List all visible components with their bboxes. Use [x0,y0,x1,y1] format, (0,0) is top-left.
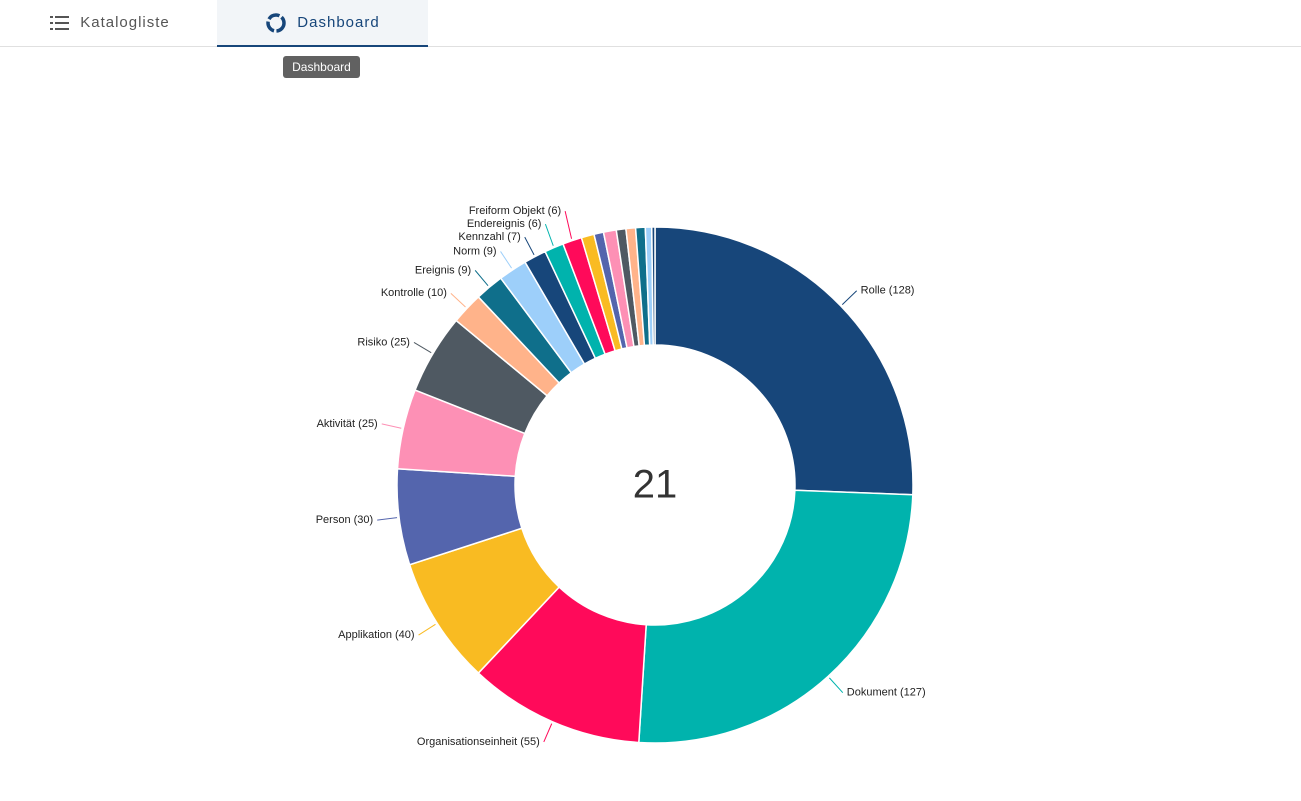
slice [638,489,914,744]
leader-line [841,290,858,306]
list-icon [50,15,70,30]
tab-label: Katalogliste [80,14,170,31]
leader-line [544,223,554,246]
leader-line [543,723,553,743]
slice-label: Organisationseinheit (55) [417,736,540,748]
slice-label: Freiform Objekt (6) [469,205,561,217]
leader-line [474,270,489,287]
slice [650,226,656,346]
leader-line [524,236,535,256]
slice-label: Applikation (40) [338,629,414,641]
leader-line [829,677,844,694]
leader-line [381,423,402,429]
center-text: 21 [633,463,678,507]
slice-label: Risiko (25) [357,336,410,348]
tab[interactable]: Dashboard [217,0,428,47]
leader-line [450,292,466,308]
slice-label: Ereignis (9) [415,264,471,276]
slice-label: Person (30) [316,514,373,526]
tooltip: Dashboard [283,56,360,78]
leader-line [500,251,512,269]
slice-label: Endereignis (6) [467,218,542,230]
tab[interactable]: Katalogliste [30,0,190,45]
slice-label: Rolle (128) [861,285,915,297]
tab-label: Dashboard [297,14,380,31]
slice [654,226,914,496]
slice-label: Kennzahl (7) [458,231,520,243]
donut-icon [266,12,287,33]
slice-label: Dokument (127) [847,687,926,699]
leader-line [413,342,432,354]
tab-bar: Katalogliste Dashboard [0,0,1301,47]
leader-line [377,517,398,521]
leader-line [564,211,573,239]
slice-label: Aktivität (25) [317,418,378,430]
leader-line [418,623,436,636]
slice-label: Norm (9) [453,245,496,257]
slice-label: Kontrolle (10) [381,287,447,299]
